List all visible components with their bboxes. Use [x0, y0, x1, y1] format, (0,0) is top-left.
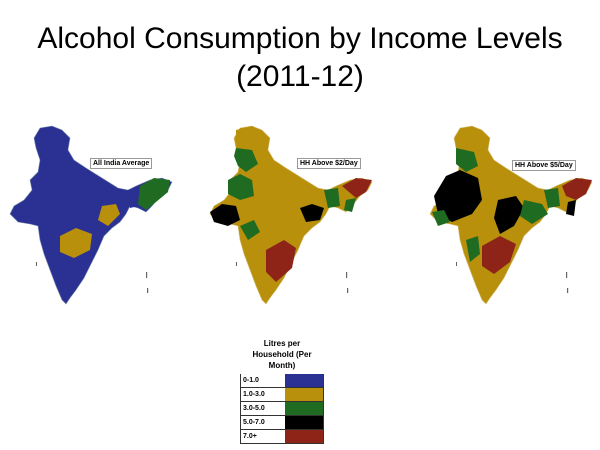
legend-swatch — [285, 402, 323, 415]
region-telangana — [60, 228, 92, 258]
region-maharashtra-green — [240, 220, 260, 240]
region-bengal — [126, 188, 138, 208]
map-hh-above-5-day — [429, 125, 593, 305]
region-andhra-red — [482, 236, 516, 274]
region-east-green — [520, 200, 548, 224]
legend-title-line: Month) — [268, 361, 296, 370]
map-hh-above-2-day — [209, 125, 373, 305]
legend-item-label: 7.0+ — [243, 433, 257, 440]
legend-item: 7.0+ — [240, 430, 324, 444]
legend-swatch — [285, 416, 323, 429]
map-label-above-5: HH Above $5/Day — [512, 160, 576, 171]
region-gujarat — [210, 204, 240, 226]
legend-swatch — [285, 374, 323, 387]
legend-item-label: 1.0-3.0 — [243, 391, 265, 398]
islands — [236, 262, 349, 293]
region-jk — [236, 126, 262, 150]
map-all-india-average — [9, 125, 173, 305]
legend-swatch — [285, 430, 323, 443]
legend-title: Litres per Household (Per Month) — [240, 338, 324, 371]
legend-item-label: 0-1.0 — [243, 377, 259, 384]
islands — [36, 262, 149, 293]
region-northeast-south — [344, 198, 356, 212]
region-northeast-black — [566, 200, 576, 216]
region-andhra — [266, 240, 296, 282]
islands — [456, 262, 569, 293]
region-northeast — [342, 178, 372, 198]
region-northeast — [138, 178, 170, 210]
legend: Litres per Household (Per Month) 0-1.0 1… — [240, 338, 324, 444]
region-mp-east — [300, 204, 324, 222]
legend-item: 0-1.0 — [240, 374, 324, 388]
legend-title-line: Household (Per — [252, 350, 312, 359]
region-odisha — [98, 204, 120, 226]
chart-subtitle: (2011-12) — [236, 60, 364, 93]
map-label-above-2: HH Above $2/Day — [297, 158, 361, 169]
region-north-green — [456, 148, 478, 172]
legend-title-line: Litres per — [263, 339, 301, 348]
chart-title: Alcohol Consumption by Income Levels — [37, 22, 563, 55]
legend-item: 1.0-3.0 — [240, 388, 324, 402]
region-gujarat-green — [432, 210, 450, 226]
legend-item-label: 5.0-7.0 — [243, 419, 265, 426]
legend-item: 5.0-7.0 — [240, 416, 324, 430]
map-label-all-india: All India Average — [90, 158, 153, 169]
region-central-black — [494, 196, 524, 234]
region-rajasthan-west — [228, 174, 254, 200]
legend-item: 3.0-5.0 — [240, 402, 324, 416]
region-bengal — [544, 188, 560, 208]
region-bengal — [324, 188, 340, 208]
legend-item-label: 3.0-5.0 — [243, 405, 265, 412]
region-rajasthan-black — [434, 170, 482, 222]
region-punjab-haryana — [234, 148, 258, 172]
region-northeast — [562, 178, 592, 200]
legend-swatch — [285, 388, 323, 401]
region-south-green — [466, 236, 480, 262]
